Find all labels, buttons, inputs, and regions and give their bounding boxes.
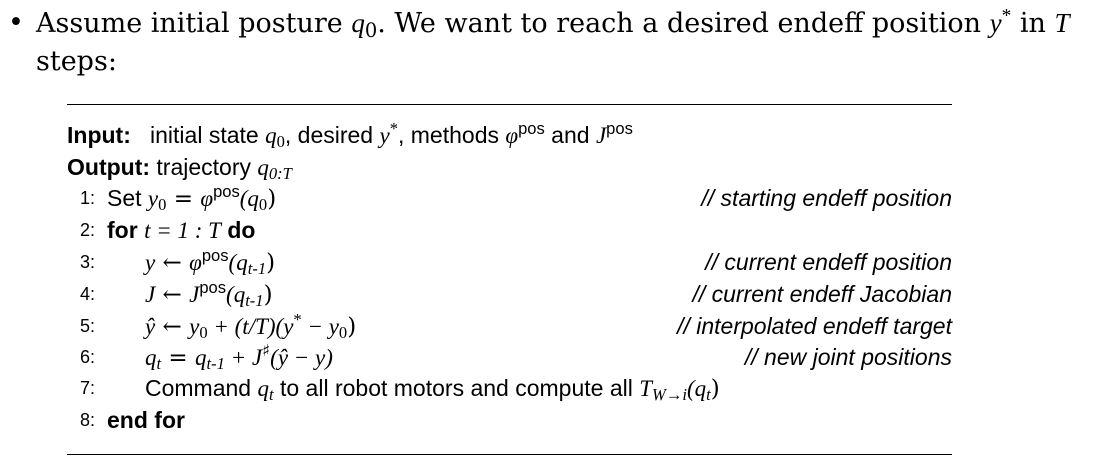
comment-interpolated-target: // interpolated endeff target xyxy=(677,311,952,342)
comment-new-joint-positions: // new joint positions xyxy=(745,342,952,373)
algorithm-line-7: 7: Command qt to all robot motors and co… xyxy=(67,373,952,404)
comment-current-endeff-position: // current endeff position xyxy=(705,247,952,278)
algorithm-line-3: 3: y ← φpos(qt-1) // current endeff posi… xyxy=(67,247,952,278)
comment-starting-endeff: // starting endeff position xyxy=(701,183,952,214)
algorithm-line-1: 1: Set y0 = φpos(q0) // starting endeff … xyxy=(67,183,952,214)
algorithm-line-6: 6: qt = qt-1 + J♯(ŷ − y) // new joint po… xyxy=(67,342,952,373)
algorithm-line-5: 5: ŷ ← y0 + (t/T)(y* − y0) // interpolat… xyxy=(67,311,952,342)
intro-text: Assume initial posture q0. We want to re… xyxy=(36,4,1088,81)
algorithm-line-2: 2: for t = 1 : T do xyxy=(67,215,952,246)
comment-current-endeff-jacobian: // current endeff Jacobian xyxy=(692,279,952,310)
bullet-dot: • xyxy=(8,4,24,42)
algorithm-top-rule xyxy=(67,104,952,105)
algorithm-line-8: 8: end for xyxy=(67,405,952,436)
algorithm-line-4: 4: J ← Jpos(qt-1) // current endeff Jaco… xyxy=(67,279,952,310)
algorithm-output: Output: trajectory q0:T xyxy=(67,152,952,183)
algorithm-bottom-rule xyxy=(67,454,952,455)
algorithm-input: Input: initial state q0, desired y*, met… xyxy=(67,120,952,151)
